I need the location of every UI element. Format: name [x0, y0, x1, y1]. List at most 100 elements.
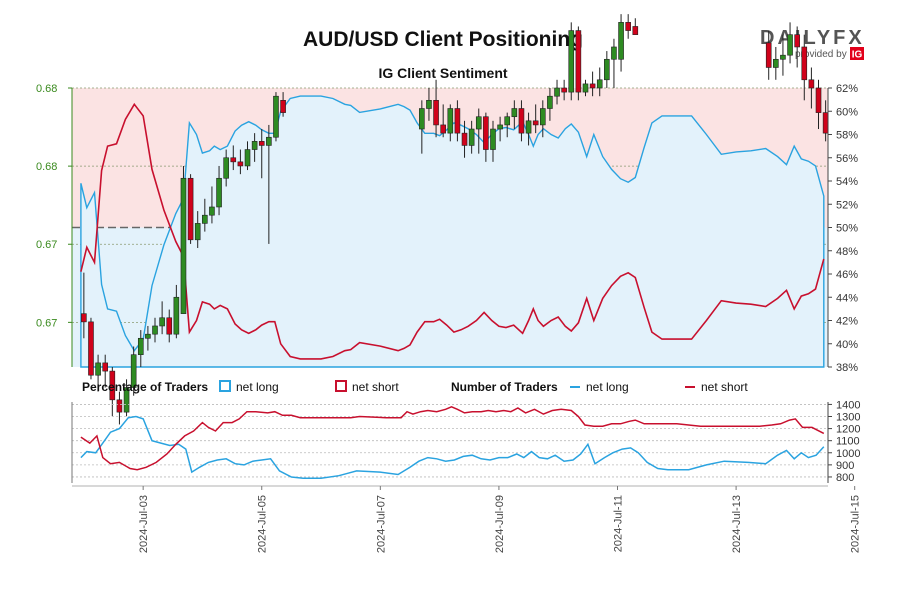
candle-body — [468, 128, 475, 146]
candle-body — [794, 34, 800, 48]
price-candle — [625, 14, 631, 39]
candle-body — [187, 177, 194, 241]
price-candle — [426, 88, 432, 121]
price-candle — [145, 325, 151, 351]
candle-body — [461, 132, 468, 146]
upper-panel: 0.68 0.68 0.67 0.67 62% 60% 58% 56% 54% 52% 50% 48… — [36, 14, 858, 425]
price-candle — [483, 112, 489, 162]
candle-body — [808, 79, 815, 89]
candle-body — [230, 157, 237, 163]
price-candle — [244, 141, 251, 171]
price-candle — [81, 272, 87, 339]
price-candle — [202, 198, 208, 232]
percent-tick-label: 42% — [836, 316, 858, 328]
percent-tick-label: 52% — [836, 199, 858, 211]
price-candle — [575, 26, 582, 101]
price-candle — [180, 165, 187, 314]
candle-body — [525, 120, 532, 134]
candle-body — [102, 362, 109, 372]
candle-body — [490, 128, 496, 150]
price-candle — [216, 165, 222, 216]
candle-body — [447, 108, 454, 134]
price-tick-label: 0.67 — [36, 317, 57, 329]
candle-body — [95, 362, 101, 376]
candle-body — [561, 87, 567, 93]
price-candle — [137, 330, 144, 367]
price-tick-label: 0.67 — [36, 239, 57, 251]
candle-body — [604, 58, 610, 81]
percent-tick-label: 58% — [836, 130, 858, 142]
price-candle — [209, 186, 215, 224]
price-candle — [490, 120, 496, 162]
candle-body — [596, 79, 603, 89]
price-candle — [518, 100, 525, 142]
candle-body — [173, 296, 180, 335]
price-candle — [532, 104, 539, 134]
candle-body — [625, 22, 631, 31]
date-tick-label: 2024-Jul-13 — [731, 495, 743, 553]
candle-body — [137, 337, 144, 355]
percent-tick-label: 54% — [836, 176, 858, 188]
candle-body — [632, 26, 639, 35]
dailyfx-logo: DAILYFX provided by IG — [760, 27, 864, 61]
candle-body — [116, 399, 123, 413]
price-candle — [433, 79, 439, 138]
candle-body — [511, 108, 518, 118]
legend-number-heading: Number of Traders — [451, 380, 558, 394]
percent-tick-label: 62% — [836, 83, 858, 95]
price-candle — [266, 124, 272, 244]
price-candle — [95, 354, 101, 392]
candle-body — [589, 83, 596, 89]
price-candles — [81, 14, 829, 425]
candle-body — [145, 333, 151, 339]
candle-body — [266, 136, 272, 146]
price-candle — [251, 133, 258, 162]
date-tick-label: 2024-Jul-15 — [850, 495, 862, 553]
price-candle — [123, 379, 130, 417]
candle-body — [440, 124, 446, 134]
price-candle — [589, 71, 596, 97]
candle-body — [547, 95, 553, 109]
candle-body — [575, 30, 582, 93]
price-candle — [461, 120, 468, 158]
pct-net-short-line — [80, 102, 825, 360]
candle-body — [280, 100, 286, 113]
legend-pct-long-swatch — [219, 380, 231, 392]
price-candle — [596, 67, 603, 97]
date-tick-label: 2024-Jul-09 — [494, 495, 506, 553]
candle-body — [539, 108, 546, 126]
price-candle — [173, 284, 180, 339]
price-axis: 0.68 0.68 0.67 0.67 — [36, 83, 73, 367]
candle-body — [152, 325, 158, 335]
candle-body — [159, 317, 165, 327]
candle-body — [166, 317, 173, 335]
candle-body — [202, 214, 208, 224]
ig-logo-text: IG — [852, 50, 863, 61]
price-candle — [280, 92, 286, 117]
percent-tick-label: 44% — [836, 292, 858, 304]
price-candle — [765, 30, 772, 80]
candle-body — [180, 177, 187, 314]
legend: Percentage of Traders net long net short… — [82, 380, 748, 394]
price-candle — [568, 22, 575, 101]
price-candle — [808, 67, 815, 109]
percent-tick-label: 60% — [836, 106, 858, 118]
candle-body — [216, 177, 222, 208]
legend-pct-short-label: net short — [352, 380, 399, 394]
price-candle — [632, 18, 639, 35]
price-candle — [604, 51, 610, 88]
candle-body — [258, 141, 265, 146]
candle-body — [273, 95, 279, 138]
num-net-short-line — [80, 405, 825, 471]
candle-body — [773, 58, 779, 68]
candle-body — [554, 87, 560, 97]
price-candle — [116, 391, 123, 425]
percent-tick-label: 46% — [836, 269, 858, 281]
candle-body — [223, 157, 229, 179]
price-candle — [88, 317, 94, 380]
candle-body — [88, 321, 94, 376]
candle-body — [426, 100, 432, 109]
chart-subtitle: IG Client Sentiment — [378, 65, 507, 81]
price-tick-label: 0.68 — [36, 83, 57, 95]
